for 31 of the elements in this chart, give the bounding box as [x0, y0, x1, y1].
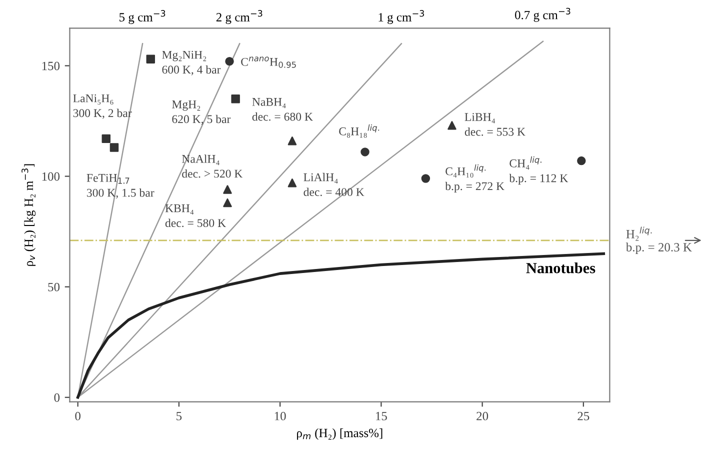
x-axis-title: ρ$_{m}$ (H₂) [mass%] — [297, 428, 382, 440]
x-tick-label: 20 — [476, 412, 488, 420]
annotation: C₄H₁₀$^{liq.}$ b.p. = 272 K — [445, 164, 504, 193]
x-tick-label: 15 — [376, 412, 387, 420]
x-tick-label: 5 — [176, 412, 182, 420]
annotation: NaAlH₄ dec. > 520 K — [182, 154, 243, 178]
annotation: C₈H₁₈$^{liq.}$ — [339, 124, 380, 138]
y-tick-label: 100 — [42, 172, 60, 181]
text: 1 g cm$^{−3}$ — [378, 10, 424, 24]
annotation: CH₄$^{liq.}$ b.p. = 112 K — [509, 156, 568, 185]
text: 5 g cm$^{−3}$ — [120, 10, 166, 24]
annotation: KBH₄ dec. = 580 K — [165, 204, 226, 228]
annotation: FeTiH$_{1.7}$ 300 K, 1.5 bar — [86, 174, 154, 198]
annotation: LiAlH₄ dec. = 400 K — [304, 172, 364, 196]
y-tick-label: 0 — [54, 393, 60, 402]
y-axis-title: ρ$_{v}$ (H₂) [kg H₂ m$^{−3}$] — [22, 164, 36, 266]
x-tick-label: 10 — [274, 412, 286, 420]
series-label: Nanotubes — [526, 262, 596, 274]
y-tick-label: 50 — [48, 282, 60, 292]
x-tick-label: 25 — [578, 412, 590, 420]
annotation: LiBH₄ dec. = 553 K — [464, 113, 526, 136]
annotation: MgH₂ 620 K, 5 bar — [172, 100, 231, 125]
text: 0.7 g cm$^{−3}$ — [515, 8, 570, 22]
text: H₂$^{liq.}$ b.p. = 20.3 K — [626, 226, 692, 254]
text: 2 g cm$^{−3}$ — [216, 10, 262, 24]
annotation: NaBH₄ dec. = 680 K — [252, 98, 313, 121]
annotation: LaNi₅H₆ 300 K, 2 bar — [73, 94, 132, 119]
annotation: C$^{nano}$H$_{0.95}$ — [241, 56, 296, 68]
y-tick-label: 150 — [42, 62, 60, 70]
x-tick-label: 0 — [75, 412, 80, 420]
annotation: Mg₂NiH₂ 600 K, 4 bar — [162, 50, 221, 76]
